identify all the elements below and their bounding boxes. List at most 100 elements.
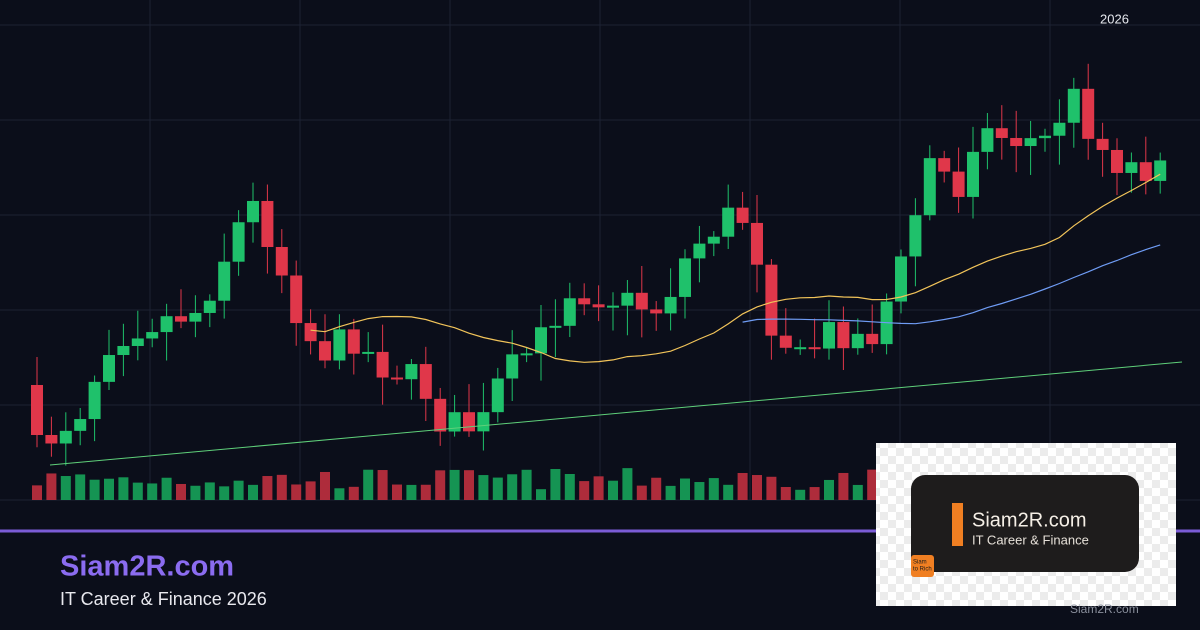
volume-bar [708,478,719,500]
candle-body [938,158,951,172]
volume-bar [579,481,590,500]
candle-body [376,351,389,378]
volume-bar [507,474,518,500]
candle-body [434,398,447,432]
candle-body [304,323,317,342]
volume-bar [334,488,345,500]
volume-bar [492,477,503,500]
candle-body [1139,162,1152,181]
candle-body [1082,88,1095,139]
logo-icon-text: Siam [913,560,927,566]
candle-body [995,128,1008,138]
volume-bar [824,479,834,500]
candle-body [88,381,101,420]
candle-body [31,385,43,436]
candle-body [563,298,576,326]
candle-body [218,261,231,301]
volume-bar [176,483,186,500]
candle-body [275,246,288,276]
candle-body [506,354,519,379]
logo-card [911,475,1139,572]
candle-body [117,345,130,356]
moving-average [310,173,1161,363]
candle-body [419,364,432,399]
volume-bar [665,485,676,500]
volume-bar [248,484,258,500]
candle-body [1039,135,1051,139]
volume-bar [723,484,734,500]
volume-bar [608,480,618,500]
volume-bar [32,485,42,500]
candle-body [592,304,605,308]
volume-bar [464,470,474,500]
candle-body [232,222,245,262]
logo-subtitle: IT Career & Finance [972,532,1089,547]
candle-body [722,207,735,237]
volume-bar [75,474,86,500]
volume-bar [305,481,316,500]
candle-body [851,333,864,349]
candle-body [679,258,691,297]
candle-body [967,151,979,197]
volume-bar [190,485,201,500]
candle-body [650,309,663,314]
candle-body [736,207,749,223]
volume-bar [291,484,302,500]
volume-bar [392,484,402,500]
candle-body [362,351,375,354]
volume-bar [46,473,57,500]
candle-body [549,325,562,328]
volume-bar [233,480,244,500]
candle-body [333,329,346,361]
volume-bar [478,475,489,500]
volume-bar [420,484,431,500]
volume-bar [262,476,273,500]
candle-body [664,296,677,314]
volume-bar [406,484,417,500]
candle-body [635,292,648,310]
year-label: 2026 [1100,11,1129,26]
candle-body [448,412,461,432]
candle-body [131,338,144,346]
volume-bar [780,487,791,500]
candle-body [45,435,58,444]
volume-bar [377,470,388,500]
candle-body [319,341,331,361]
logo-title: Siam2R.com [972,509,1086,531]
decorative-chart [31,63,1183,500]
volume-bar [766,476,777,500]
candle-body [607,305,619,308]
volume-bar [161,477,172,500]
volume-bar [593,476,604,500]
candle-body [794,347,807,350]
candle-body [535,327,547,354]
candle-body [261,200,274,247]
volume-bar [320,471,330,500]
grid [0,0,1200,501]
volume-bar [694,482,705,500]
logo-icon-text: to Rich [913,567,932,573]
candle-body [189,312,202,322]
volume-bar [651,477,662,500]
candle-body [578,298,591,305]
candle-body [146,332,159,339]
candle-body [103,355,115,382]
candle-body [693,243,706,259]
candle-body [866,333,879,345]
candle-body [1010,137,1023,147]
volume-bar [550,469,561,500]
moving-average [742,244,1161,325]
candle-body [520,353,533,356]
brand-subtitle: IT Career & Finance 2026 [60,589,267,609]
candle-body [74,419,87,431]
volume-bar [118,477,129,500]
candle-body [779,335,792,348]
footer-label: Siam2R.com [1070,602,1139,616]
candle-body [808,347,821,350]
volume-bar [204,482,215,500]
candle-body [491,378,504,413]
volume-bar [867,469,878,500]
candle-body [823,322,835,349]
volume-bar [219,486,230,500]
